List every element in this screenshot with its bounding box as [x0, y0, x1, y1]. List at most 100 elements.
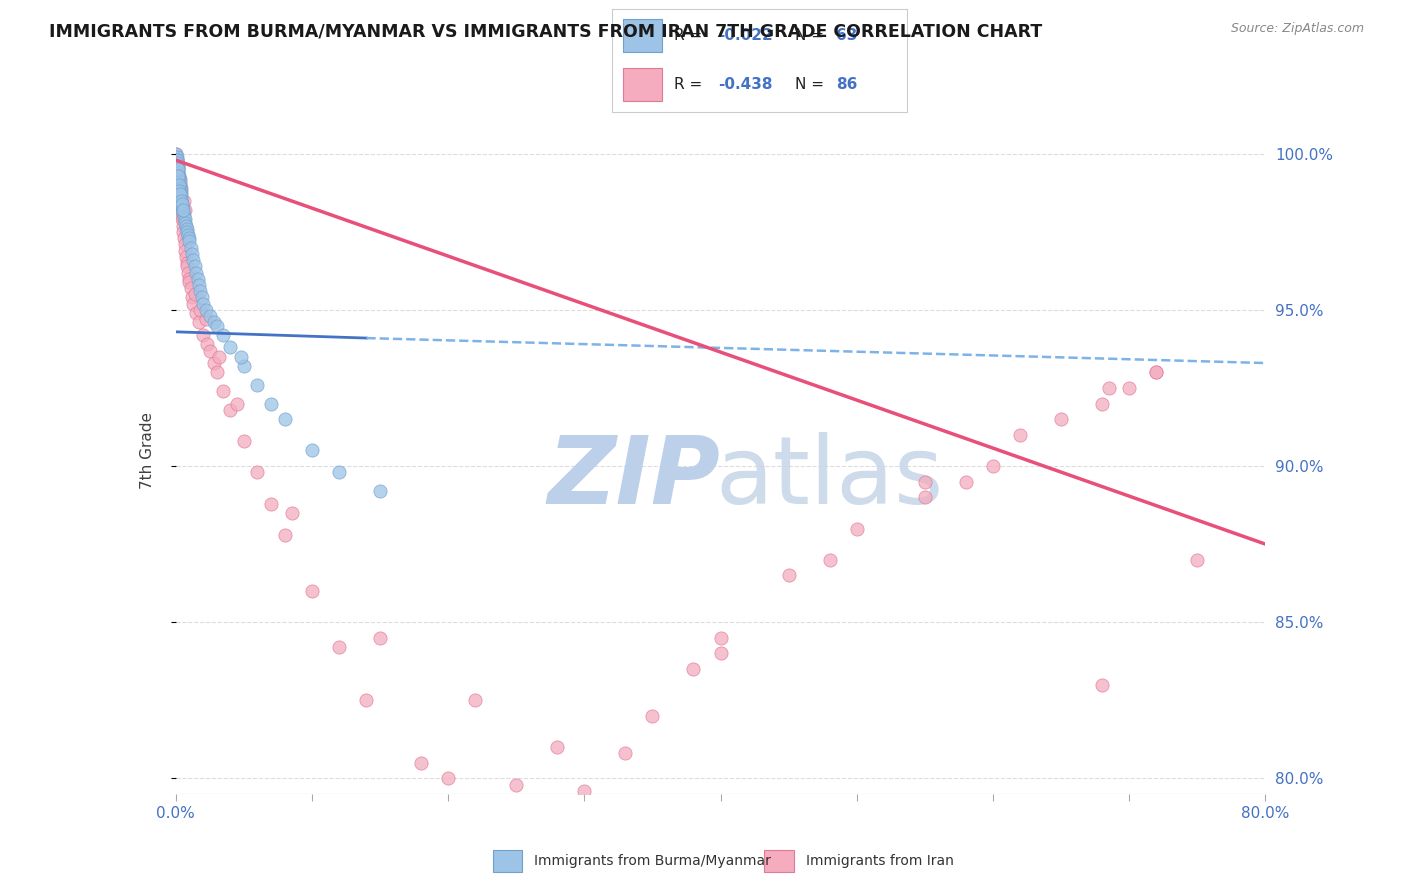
- Text: 86: 86: [837, 78, 858, 93]
- Point: [166, 156, 188, 170]
- Point: [176, 222, 198, 236]
- Point: [167, 169, 190, 183]
- Point: [170, 197, 193, 211]
- Point: [169, 178, 191, 193]
- Point: [166, 156, 188, 170]
- Point: [280, 506, 302, 520]
- Point: [614, 747, 637, 761]
- Point: [167, 178, 190, 193]
- Point: [174, 244, 197, 258]
- Point: [172, 209, 194, 223]
- Point: [328, 640, 350, 655]
- Point: [212, 327, 235, 342]
- Point: [172, 219, 194, 233]
- Point: [176, 256, 198, 270]
- Point: [260, 497, 283, 511]
- Point: [172, 202, 194, 217]
- Point: [174, 219, 197, 233]
- Text: IMMIGRANTS FROM BURMA/MYANMAR VS IMMIGRANTS FROM IRAN 7TH GRADE CORRELATION CHAR: IMMIGRANTS FROM BURMA/MYANMAR VS IMMIGRA…: [49, 22, 1042, 40]
- Point: [167, 160, 190, 174]
- Point: [202, 316, 225, 330]
- Point: [186, 271, 209, 285]
- Point: [301, 584, 323, 599]
- Point: [166, 150, 188, 164]
- Text: N =: N =: [794, 28, 828, 43]
- Point: [1118, 381, 1140, 395]
- Point: [166, 162, 188, 177]
- Point: [274, 412, 297, 426]
- Point: [181, 247, 204, 261]
- Text: N =: N =: [794, 78, 828, 93]
- Point: [682, 662, 704, 676]
- Point: [818, 552, 841, 567]
- Point: [914, 490, 936, 504]
- Text: R =: R =: [673, 28, 707, 43]
- Point: [165, 146, 187, 161]
- Point: [232, 359, 254, 374]
- Point: [301, 443, 323, 458]
- Point: [710, 647, 733, 661]
- Text: Immigrants from Iran: Immigrants from Iran: [806, 854, 953, 868]
- Point: [177, 265, 200, 279]
- Point: [172, 206, 194, 220]
- Text: -0.022: -0.022: [718, 28, 773, 43]
- Text: atlas: atlas: [716, 432, 943, 524]
- Point: [202, 356, 225, 370]
- Point: [219, 341, 242, 355]
- Point: [170, 200, 193, 214]
- Point: [183, 253, 205, 268]
- Point: [226, 397, 249, 411]
- Point: [179, 275, 201, 289]
- Point: [179, 235, 201, 249]
- Point: [177, 231, 200, 245]
- Point: [169, 185, 191, 199]
- Point: [208, 350, 231, 364]
- Point: [181, 291, 204, 305]
- Point: [778, 568, 800, 582]
- Point: [172, 200, 194, 214]
- Point: [166, 156, 188, 170]
- Point: [260, 397, 283, 411]
- Point: [188, 303, 211, 318]
- Point: [1187, 552, 1209, 567]
- Point: [546, 740, 568, 755]
- Text: Immigrants from Burma/Myanmar: Immigrants from Burma/Myanmar: [534, 854, 770, 868]
- Point: [184, 287, 207, 301]
- Point: [166, 153, 188, 168]
- Point: [219, 403, 242, 417]
- Point: [167, 169, 190, 183]
- Point: [173, 194, 195, 208]
- Point: [167, 165, 190, 179]
- Point: [170, 187, 193, 202]
- Point: [710, 631, 733, 645]
- Point: [505, 778, 527, 792]
- Point: [187, 316, 209, 330]
- Point: [170, 194, 193, 208]
- Bar: [623, 19, 662, 52]
- Point: [167, 169, 190, 183]
- Point: [1010, 427, 1032, 442]
- Point: [231, 350, 253, 364]
- Point: [176, 225, 198, 239]
- Point: [194, 303, 217, 318]
- Bar: [623, 69, 662, 101]
- Point: [328, 466, 350, 480]
- Point: [437, 771, 460, 785]
- Point: [166, 160, 188, 174]
- Point: [246, 378, 269, 392]
- Point: [169, 175, 191, 189]
- Text: ZIP: ZIP: [547, 432, 720, 524]
- Point: [409, 756, 432, 770]
- Point: [246, 466, 269, 480]
- Point: [169, 187, 191, 202]
- Bar: [492, 849, 522, 872]
- Point: [183, 297, 205, 311]
- Point: [173, 209, 195, 223]
- Point: [177, 227, 200, 242]
- Point: [1146, 366, 1168, 380]
- Point: [356, 693, 378, 707]
- Point: [170, 191, 193, 205]
- Point: [188, 285, 211, 299]
- Point: [167, 175, 190, 189]
- Point: [172, 202, 194, 217]
